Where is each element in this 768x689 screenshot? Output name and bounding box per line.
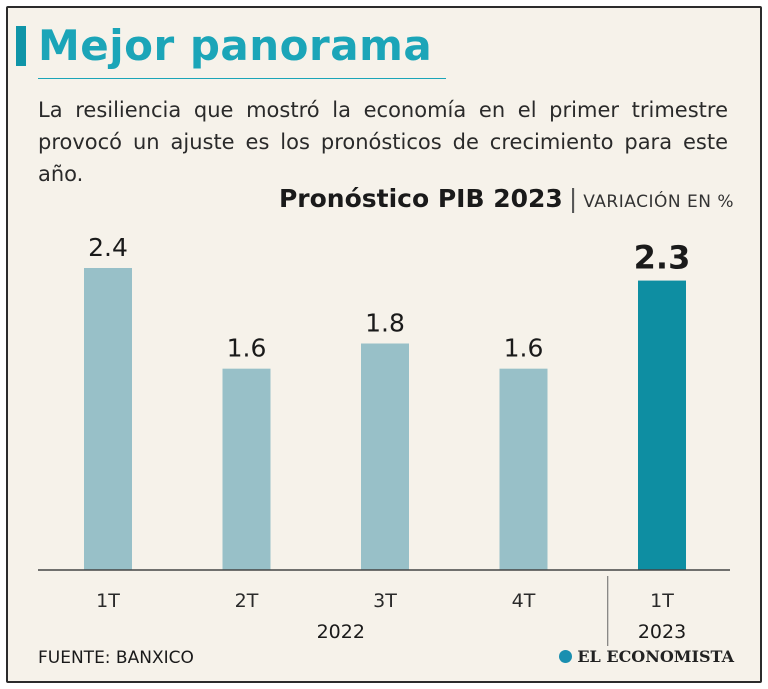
bar-value-label-2: 1.6 [227,334,267,363]
x-tick-label-4: 4T [512,590,536,612]
bar-value-label-5: 2.3 [634,239,691,277]
bar-3 [361,343,409,570]
x-tick-label-2: 2T [235,590,259,612]
chart-title-block: Pronóstico PIB 2023 | VARIACIÓN EN % [279,184,734,213]
bar-5 [638,280,686,570]
bar-2 [222,368,271,570]
bar-4 [499,368,548,570]
bar-value-label-1: 2.4 [88,233,128,262]
chart-title: Pronóstico PIB 2023 [278,184,563,213]
bar-chart: 2.4 1T 1.6 2T 1.8 3T 1.6 4T 2.3 1T 2022 2023 [38,233,730,646]
bar-1 [84,268,132,570]
bar-value-label-4: 1.6 [504,334,544,363]
x-tick-label-5: 1T [650,590,674,612]
subtitle: La resiliencia que mostró la economía en… [38,98,728,186]
title-marker [16,26,26,66]
infographic-frame: Mejor panorama La resiliencia que mostró… [6,6,762,683]
title-rule [38,78,446,79]
logo-icon [559,650,573,663]
year-group-label-2023: 2023 [638,621,686,643]
x-tick-label-1: 1T [96,590,120,612]
chart-unit: VARIACIÓN EN % [583,192,734,212]
page-title: Mejor panorama [38,21,433,70]
chart-title-separator: | [568,184,578,213]
publisher-logo: EL ECONOMISTA [559,647,734,666]
source-note: FUENTE: BANXICO [38,648,194,668]
logo-text: EL ECONOMISTA [577,647,734,666]
x-tick-label-3: 3T [373,590,397,612]
year-group-label-2022: 2022 [317,621,365,643]
bar-value-label-3: 1.8 [365,309,405,338]
